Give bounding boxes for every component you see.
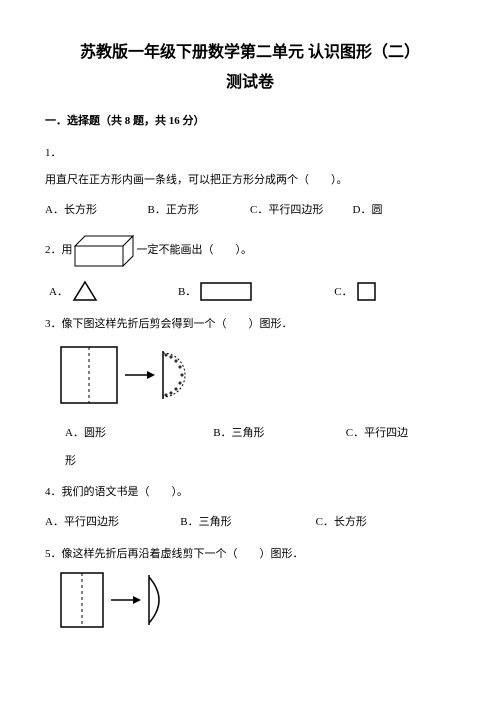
q2-opt-c: C．: [334, 282, 376, 302]
q1-opt-b: B．正方形: [148, 202, 251, 220]
q2-line: 2．用 一定不能画出（ ）。: [45, 234, 455, 268]
q1-options: A．长方形 B．正方形 C．平行四边形 D．圆: [45, 202, 455, 220]
q5-figure: [59, 571, 455, 631]
q3-figure: [59, 345, 455, 407]
q1-text: 用直尺在正方形内画一条线，可以把正方形分成两个（ ）。: [45, 172, 455, 190]
q2-options: A． B． C．: [49, 280, 455, 302]
q4-text: 4．我们的语文书是（ ）。: [45, 484, 455, 502]
q5-text: 5．像这样先折后再沿着虚线剪下一个（ ）图形．: [45, 546, 455, 564]
q2-opt-b: B．: [178, 282, 254, 302]
q3-opt-c: C．平行四边: [346, 425, 455, 443]
q1-number: 1．: [45, 145, 455, 163]
title-line2: 测试卷: [45, 70, 455, 96]
q2-prefix: 2．用: [45, 242, 73, 260]
section-heading: 一．选择题（共 8 题，共 16 分）: [45, 113, 455, 131]
square-icon: [357, 282, 377, 302]
q2-c-label: C．: [334, 284, 352, 302]
q2-a-label: A．: [49, 284, 68, 302]
q2-opt-a: A．: [49, 280, 98, 302]
q3-text: 3．像下图这样先折后剪会得到一个（ ）图形．: [45, 316, 455, 334]
cuboid-icon: [73, 234, 137, 268]
q1-opt-d: D．圆: [353, 202, 456, 220]
q4-opt-b: B．三角形: [180, 514, 315, 532]
title-line1: 苏教版一年级下册数学第二单元 认识图形（二）: [45, 40, 455, 66]
q3-options: A．圆形 B．三角形 C．平行四边: [65, 425, 455, 443]
triangle-icon: [72, 280, 98, 302]
q4-options: A．平行四边形 B．三角形 C．长方形: [45, 514, 455, 532]
q4-opt-c: C．长方形: [316, 514, 451, 532]
q1-opt-c: C．平行四边形: [250, 202, 353, 220]
q4-opt-a: A．平行四边形: [45, 514, 180, 532]
q3-opt-a: A．圆形: [65, 425, 213, 443]
q3-opt-b: B．三角形: [213, 425, 346, 443]
q2-suffix: 一定不能画出（ ）。: [137, 242, 253, 260]
q1-opt-a: A．长方形: [45, 202, 148, 220]
rectangle-icon: [200, 282, 254, 302]
q3-cont: 形: [65, 453, 455, 471]
q2-b-label: B．: [178, 284, 196, 302]
